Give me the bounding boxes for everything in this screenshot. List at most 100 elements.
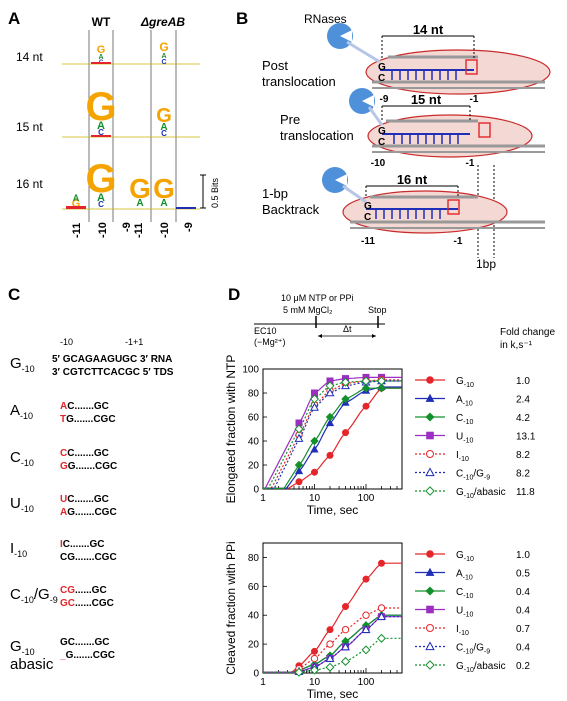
logo-letter: G: [129, 173, 151, 204]
x-axis-label: Time, sec: [307, 687, 359, 701]
legend-label: A-10: [456, 569, 473, 582]
data-point: [425, 567, 435, 576]
y-tick-label: 40: [248, 611, 260, 622]
legend-label: C-10/G-9: [456, 469, 490, 482]
state-label-2: translocation: [262, 74, 336, 89]
data-point: [342, 429, 350, 437]
variant-bottom-strand: CG.......CGC: [60, 552, 117, 563]
fold-change-value: 0.4: [516, 606, 530, 617]
variant-name: U-10: [10, 495, 34, 514]
legend-label: A-10: [456, 395, 473, 408]
variant-name: G-10: [10, 638, 35, 657]
x-tick-label: 1: [260, 493, 266, 504]
legend-label: G-10/abasic: [456, 661, 506, 674]
data-point: [309, 394, 320, 404]
x-tick-label: 10: [309, 677, 321, 688]
data-point: [425, 641, 435, 651]
legend-label: I-10: [456, 450, 469, 463]
state-label-1: 1-bp: [262, 186, 288, 201]
variant-list: G-10 A-10 AC.......GC TG.......CGC C-10 CC...…: [10, 355, 117, 673]
y-tick-label: 20: [248, 640, 260, 651]
data-point: [426, 605, 434, 614]
logo-letter: G: [72, 198, 81, 210]
data-point: [294, 460, 304, 470]
legend-cleavage: G-10 1.0 A-10 0.5 C-10 0.4 U-10 0.4 I-10 0.7 C-10/…: [415, 550, 530, 674]
data-point: [341, 394, 350, 404]
scheme-mg: 5 mM MgCl₂: [283, 305, 333, 315]
data-point: [325, 418, 335, 427]
series-line: [263, 387, 402, 489]
g-label: G: [378, 126, 386, 137]
logo-letter: G: [156, 105, 172, 127]
col-mutant-title: ΔgreAB: [140, 15, 185, 29]
fold-change-value: 0.7: [516, 624, 530, 635]
data-point: [341, 642, 350, 651]
logo-guides: [88, 30, 177, 222]
logo-letter: A: [160, 122, 167, 133]
fold-change-value: 0.4: [516, 643, 530, 654]
c-label: C: [378, 73, 385, 84]
state-backtrack: 1-bp Backtrack G C 16 nt -11 -1: [262, 167, 545, 247]
data-point: [326, 626, 334, 634]
scheme-reagent: 10 μM NTP or PPi: [281, 293, 354, 303]
c-label: C: [378, 137, 385, 148]
logo-letter: [91, 135, 111, 137]
data-point: [311, 647, 319, 655]
data-point: [426, 624, 434, 632]
state-label-2: translocation: [280, 128, 354, 143]
plot-frame: [262, 368, 403, 490]
variant-top-strand: CC.......GC: [60, 448, 109, 459]
x-axis-label: Time, sec: [307, 503, 359, 517]
data-point: [361, 624, 371, 633]
y-axis-label: Elongated fraction with NTP: [224, 355, 238, 504]
data-point: [309, 665, 320, 675]
base-pairs: [391, 70, 457, 80]
fold-change-value: 13.1: [516, 432, 536, 443]
fold-change-value: 1.0: [516, 550, 530, 561]
data-point: [310, 654, 319, 663]
fold-change-value: 11.8: [516, 487, 535, 498]
data-point: [426, 550, 434, 558]
length-label: 14 nt: [413, 22, 444, 37]
legend-label: G-10/abasic: [456, 487, 506, 500]
pos-left: -9: [380, 94, 389, 105]
g-label: G: [378, 62, 386, 73]
variant-top-strand: CG......GC: [60, 585, 107, 596]
base-pairs: [375, 209, 441, 219]
data-point: [426, 431, 434, 440]
legend-label: G-10: [456, 376, 474, 389]
panel-d-letter: D: [228, 285, 240, 304]
panel-a-letter: A: [8, 9, 20, 28]
series-line: [263, 380, 402, 489]
panel-c: C -10 -1+1 5′ GCAGAAGUGC 3′ RNA 3′ CGTCT…: [8, 285, 174, 673]
logo-letter: C: [161, 129, 167, 138]
logo-letter: A: [97, 192, 105, 204]
chart-cleavage: 1 10 100 0 20 40 60 80 Time, sec Cleaved fraction…: [224, 541, 403, 701]
state-label-1: Post: [262, 58, 288, 73]
scheme-dt: Δt: [343, 324, 352, 334]
data-point: [377, 611, 386, 620]
variant-top-strand: IC.......GC: [60, 539, 104, 550]
length-label: 15 nt: [411, 92, 442, 107]
fold-change-value: 0.5: [516, 569, 530, 580]
data-point: [325, 388, 335, 397]
fold-change-value: 4.2: [516, 413, 530, 424]
pos-right: -1: [470, 94, 479, 105]
x-tick-label: 100: [358, 493, 375, 504]
logo-letter: C: [98, 200, 104, 209]
xtick-label: -9: [121, 222, 133, 232]
logo-letter: G: [85, 85, 116, 129]
g-label: G: [364, 201, 372, 212]
variant-bottom-strand: GG.......CGC: [60, 461, 117, 472]
legend-label: U-10: [456, 432, 473, 445]
logo-letter: C: [98, 128, 104, 137]
scheme-no-mg: (−Mg²⁺): [254, 337, 286, 347]
data-point: [342, 603, 350, 611]
data-point: [341, 625, 350, 634]
scheme-stop: Stop: [368, 305, 387, 315]
rna-strand: [367, 106, 384, 126]
length-label: 16 nt: [397, 172, 428, 187]
legend-label: C-10: [456, 587, 473, 600]
fold-change-value: 0.2: [516, 661, 530, 672]
variant-bottom-strand: TG.......CGC: [60, 414, 116, 425]
